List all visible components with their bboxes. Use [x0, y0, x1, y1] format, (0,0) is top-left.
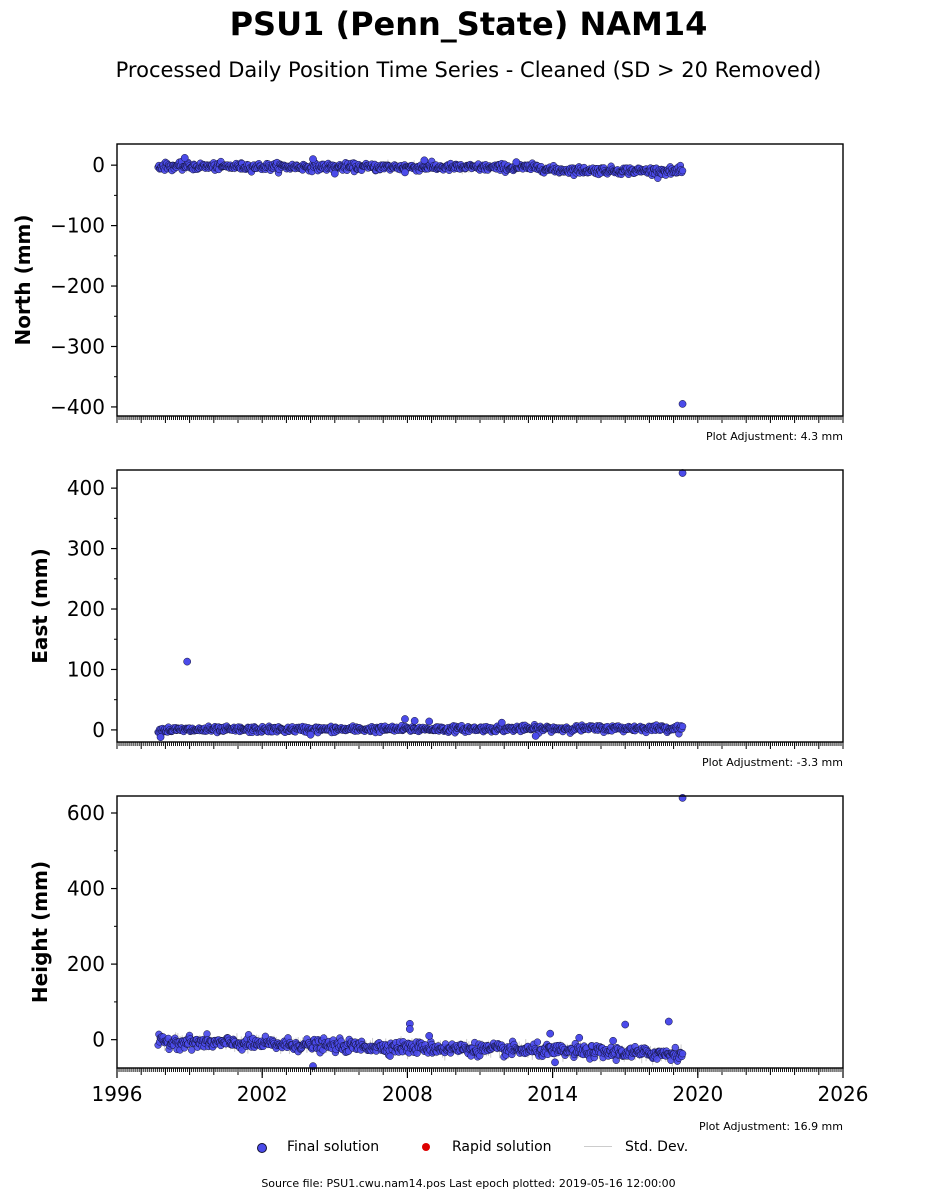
std-dev-line-marker [584, 1146, 612, 1147]
x-tick-label: 1996 [92, 1082, 143, 1106]
x-tick-label: 2008 [382, 1082, 433, 1106]
panel-0: 0 −100 −200 −300 −400 North (mm) Plot Adjustme… [11, 143, 844, 443]
final-solution-point [671, 1043, 679, 1052]
outlier-point [512, 158, 521, 166]
final-solution-point [678, 167, 687, 175]
panel-frame [116, 143, 844, 417]
outlier-point [425, 717, 434, 726]
y-axis-label: Height (mm) [28, 861, 52, 1003]
y-tick-label: 400 [67, 877, 105, 901]
chart-title: PSU1 (Penn_State) NAM14 [229, 5, 708, 43]
outlier-point [621, 1020, 630, 1029]
legend: Final solution Rapid solution Std. Dev. [0, 1136, 937, 1158]
outlier-point [546, 1029, 555, 1038]
y-tick-label: −100 [50, 214, 105, 238]
panel-data-2 [154, 1030, 687, 1067]
y-tick-label: 400 [67, 476, 105, 500]
outlier-point [410, 716, 419, 725]
source-footer: Source file: PSU1.cwu.nam14.pos Last epo… [261, 1177, 676, 1190]
outlier-point [551, 1058, 559, 1067]
final-solution-point [188, 1046, 196, 1054]
outlier-point [664, 1017, 673, 1026]
plot-adjustment-note: Plot Adjustment: 4.3 mm [706, 430, 843, 443]
y-tick-label: −300 [50, 334, 105, 358]
y-tick-label: 200 [67, 597, 105, 621]
final-solution-point [533, 1038, 542, 1046]
outlier-point [609, 1036, 617, 1045]
legend-std-label: Std. Dev. [625, 1139, 689, 1155]
chart-subtitle: Processed Daily Position Time Series - C… [115, 58, 822, 82]
outlier-point [306, 730, 315, 739]
legend-final-label: Final solution [287, 1139, 380, 1155]
outlier-point [678, 400, 687, 408]
outlier-point [401, 168, 409, 177]
outlier-point [180, 154, 189, 162]
final-solution-point [678, 722, 687, 731]
y-tick-label: 300 [67, 537, 105, 561]
plot-adjustment-note: Plot Adjustment: -3.3 mm [702, 756, 843, 769]
x-tick-label: 2026 [818, 1082, 869, 1106]
y-axis-label: East (mm) [28, 548, 52, 664]
y-tick-label: 0 [92, 718, 105, 742]
outlier-point [420, 156, 429, 165]
y-tick-label: 200 [67, 952, 105, 976]
y-axis-label: North (mm) [11, 214, 35, 345]
panel-1: 0 100 200 300 400 East (mm) Plot Adjustment: -… [28, 469, 844, 769]
plot-adjustment-note: Plot Adjustment: 16.9 mm [699, 1120, 843, 1133]
panel-frame [116, 795, 844, 1069]
x-tick-label: 2014 [527, 1082, 578, 1106]
panel-frame [116, 469, 844, 743]
x-tick-label: 2020 [672, 1082, 723, 1106]
outlier-point [330, 169, 339, 178]
y-tick-label: 0 [92, 153, 105, 177]
outlier-point [309, 155, 317, 163]
y-tick-label: 600 [67, 801, 105, 825]
outlier-point [156, 733, 165, 742]
legend-rapid-label: Rapid solution [452, 1139, 552, 1155]
y-tick-label: −200 [50, 274, 105, 298]
y-tick-label: 100 [67, 657, 105, 681]
outlier-point [497, 718, 506, 727]
panel-2: 0 200 400 600 1996 2002 2008 2014 2020 2026 Height… [28, 794, 868, 1133]
y-tick-label: −400 [50, 395, 105, 419]
panel-data-1 [154, 720, 687, 738]
outlier-point [183, 657, 192, 666]
outlier-point [401, 715, 409, 723]
y-tick-label: 0 [92, 1028, 105, 1052]
final-solution-point [386, 1052, 394, 1060]
outlier-point [425, 1032, 434, 1040]
final-solution-point [678, 1050, 687, 1058]
x-tick-label: 2002 [237, 1082, 288, 1106]
final-solution-marker [257, 1143, 267, 1153]
panel-data-0 [154, 157, 687, 182]
outlier-point [575, 1033, 584, 1042]
outlier-point [405, 1025, 414, 1033]
rapid-solution-marker [422, 1143, 430, 1151]
outlier-point [531, 732, 540, 740]
